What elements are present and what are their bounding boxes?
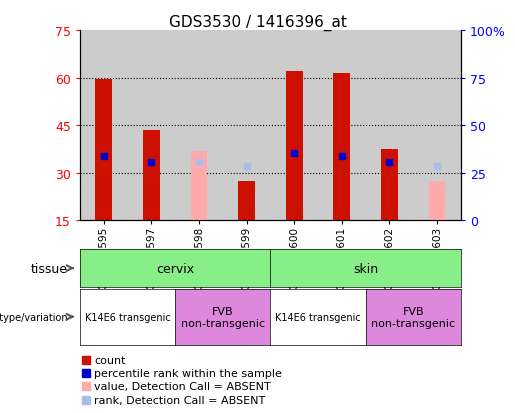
- Text: GDS3530 / 1416396_at: GDS3530 / 1416396_at: [168, 14, 347, 31]
- Bar: [128, 31, 175, 221]
- Text: FVB
non-transgenic: FVB non-transgenic: [181, 306, 265, 328]
- Bar: [95, 80, 112, 221]
- Bar: [191, 151, 207, 221]
- Bar: [175, 31, 222, 221]
- Text: rank, Detection Call = ABSENT: rank, Detection Call = ABSENT: [94, 396, 266, 406]
- Bar: [413, 31, 461, 221]
- Bar: [286, 72, 302, 221]
- Bar: [318, 31, 366, 221]
- Text: percentile rank within the sample: percentile rank within the sample: [94, 368, 282, 378]
- Bar: [80, 31, 128, 221]
- Text: value, Detection Call = ABSENT: value, Detection Call = ABSENT: [94, 381, 271, 391]
- Text: K14E6 transgenic: K14E6 transgenic: [275, 312, 361, 322]
- Bar: [366, 31, 413, 221]
- Bar: [175, 31, 222, 221]
- Text: K14E6 transgenic: K14E6 transgenic: [84, 312, 170, 322]
- Bar: [318, 31, 366, 221]
- Bar: [143, 131, 160, 221]
- Bar: [429, 181, 445, 221]
- Bar: [270, 31, 318, 221]
- Bar: [334, 74, 350, 221]
- Bar: [366, 31, 413, 221]
- Text: tissue: tissue: [31, 262, 68, 275]
- Bar: [238, 181, 255, 221]
- Bar: [222, 31, 270, 221]
- Text: FVB
non-transgenic: FVB non-transgenic: [371, 306, 455, 328]
- Text: cervix: cervix: [156, 262, 194, 275]
- Bar: [270, 31, 318, 221]
- Bar: [128, 31, 175, 221]
- Bar: [222, 31, 270, 221]
- Bar: [413, 31, 461, 221]
- Bar: [381, 150, 398, 221]
- Text: skin: skin: [353, 262, 378, 275]
- Text: count: count: [94, 355, 126, 365]
- Bar: [80, 31, 128, 221]
- Text: genotype/variation: genotype/variation: [0, 312, 68, 322]
